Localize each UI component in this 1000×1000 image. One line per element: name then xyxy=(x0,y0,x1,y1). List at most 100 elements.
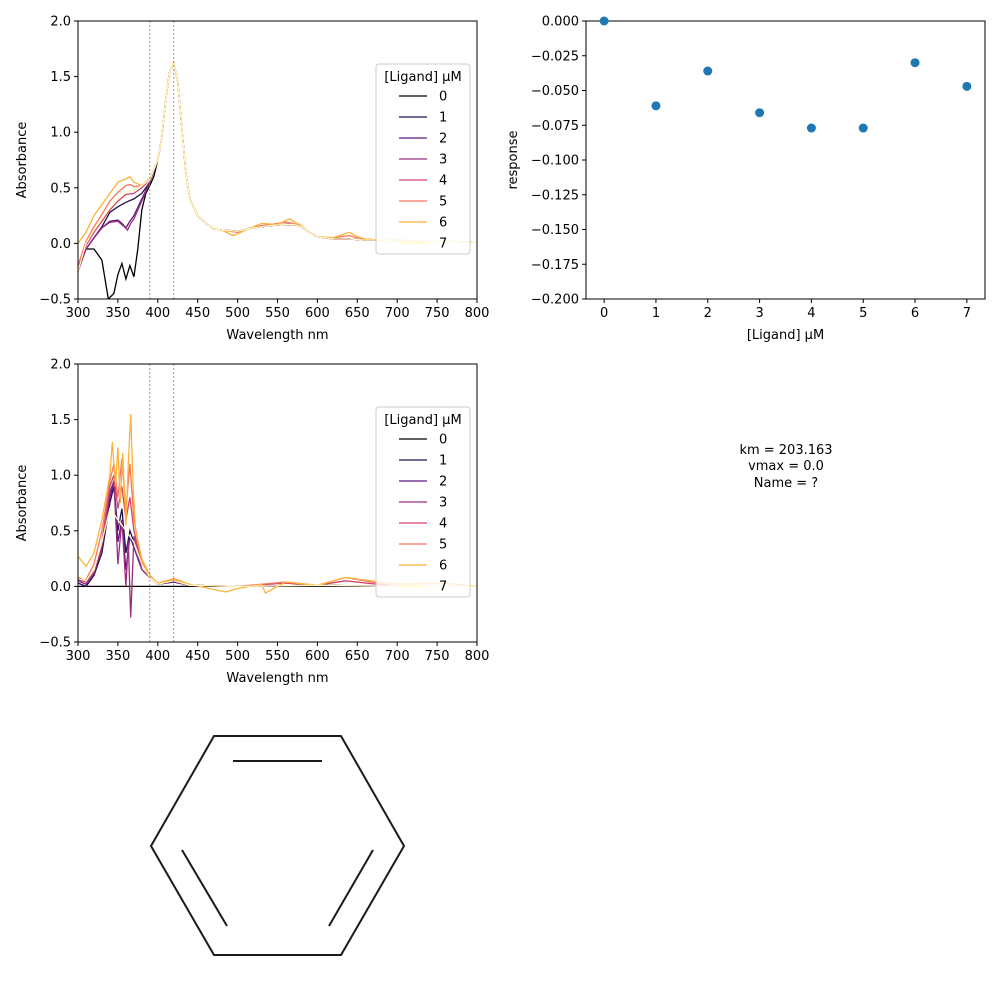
x-tick-label: 650 xyxy=(345,649,370,664)
series-lines xyxy=(78,59,477,299)
y-axis-label: Absorbance xyxy=(15,122,30,199)
x-tick-label: 700 xyxy=(385,306,410,321)
data-point xyxy=(599,16,609,26)
x-tick-label: 650 xyxy=(345,306,370,321)
spectra-plot-top: 300 350 400 450 500 550 600 650 700 750 800−0.50.0… xyxy=(15,15,489,344)
legend-label-6: 6 xyxy=(439,216,447,231)
data-point xyxy=(755,108,765,118)
x-tick-label: 500 xyxy=(225,649,250,664)
legend-title: [Ligand] µM xyxy=(384,70,461,85)
y-tick-label: −0.125 xyxy=(531,188,579,203)
axes-frame xyxy=(77,20,478,300)
x-tick-label: 700 xyxy=(385,649,410,664)
x-tick-label: 4 xyxy=(807,306,815,321)
data-point xyxy=(910,58,920,68)
y-tick-label: −0.5 xyxy=(39,636,71,651)
y-tick-label: −0.050 xyxy=(531,84,579,99)
x-tick-label: 400 xyxy=(145,649,170,664)
series-7-line xyxy=(78,507,477,588)
vmax-value: vmax = 0.0 xyxy=(748,459,824,474)
legend-label-6: 6 xyxy=(439,559,447,574)
y-axis-label: Absorbance xyxy=(15,465,30,542)
x-tick-label: 300 xyxy=(66,306,91,321)
x-axis-label: [Ligand] µM xyxy=(747,328,824,343)
response-scatter-plot: 0 1 2 3 4 5 6 7 0.000 −0.025 −0.050 −0.075 −0.100 −0.… xyxy=(506,15,986,343)
legend-label-1: 1 xyxy=(439,454,447,469)
y-tick-label: −0.025 xyxy=(531,49,579,64)
legend-label-5: 5 xyxy=(439,195,447,210)
x-tick-label: 800 xyxy=(465,306,490,321)
legend-label-4: 4 xyxy=(439,517,447,532)
y-tick-label: −0.5 xyxy=(39,293,71,308)
y-tick-label: −0.200 xyxy=(531,293,579,308)
y-tick-label: 1.5 xyxy=(50,413,71,428)
difference-spectra-plot: 300 350 400 450 500 550 600 650 700 750 800−0.50.0… xyxy=(15,358,489,687)
legend-label-3: 3 xyxy=(439,153,447,168)
data-point xyxy=(651,101,661,111)
x-tick-label: 5 xyxy=(859,306,867,321)
legend-label-7: 7 xyxy=(439,580,447,595)
x-tick-label: 350 xyxy=(105,306,130,321)
legend-label-1: 1 xyxy=(439,111,447,126)
y-tick-label: −0.100 xyxy=(531,154,579,169)
legend-label-4: 4 xyxy=(439,174,447,189)
legend-label-7: 7 xyxy=(439,237,447,252)
x-tick-label: 6 xyxy=(911,306,919,321)
x-axis-label: Wavelength nm xyxy=(226,671,328,686)
benzene-structure xyxy=(149,735,406,956)
x-tick-label: 350 xyxy=(105,649,130,664)
x-tick-label: 600 xyxy=(305,649,330,664)
x-tick-label: 2 xyxy=(704,306,712,321)
axes-frame xyxy=(77,363,478,643)
y-tick-label: 0.0 xyxy=(50,237,71,252)
legend: [Ligand] µM 0 1 2 3 4 5 6 7 xyxy=(375,406,471,598)
legend: [Ligand] µM 0 1 2 3 4 5 6 7 xyxy=(375,63,471,255)
benzene-ring xyxy=(149,735,406,956)
name-value: Name = ? xyxy=(754,476,818,491)
series-7-line xyxy=(78,61,477,272)
y-tick-label: 0.0 xyxy=(50,580,71,595)
x-tick-label: 0 xyxy=(600,306,608,321)
legend-label-0: 0 xyxy=(439,90,447,105)
x-tick-label: 300 xyxy=(66,649,91,664)
legend-label-5: 5 xyxy=(439,538,447,553)
x-tick-label: 450 xyxy=(185,306,210,321)
double-bond-right xyxy=(328,849,374,927)
legend-label-2: 2 xyxy=(439,475,447,490)
x-tick-label: 800 xyxy=(465,649,490,664)
y-tick-label: 1.5 xyxy=(50,70,71,85)
legend-title: [Ligand] µM xyxy=(384,413,461,428)
x-tick-label: 7 xyxy=(963,306,971,321)
y-tick-label: 0.000 xyxy=(542,15,579,30)
double-bond-left xyxy=(181,849,228,927)
y-tick-label: −0.175 xyxy=(531,258,579,273)
y-axis-label: response xyxy=(506,130,521,189)
y-tick-label: −0.075 xyxy=(531,119,579,134)
x-tick-label: 750 xyxy=(425,649,450,664)
axes-frame xyxy=(585,20,986,300)
y-tick-label: 2.0 xyxy=(50,358,71,373)
x-tick-label: 550 xyxy=(265,306,290,321)
legend-label-3: 3 xyxy=(439,496,447,511)
legend-label-0: 0 xyxy=(439,433,447,448)
x-tick-label: 550 xyxy=(265,649,290,664)
x-axis-label: Wavelength nm xyxy=(226,328,328,343)
data-point xyxy=(858,123,868,133)
y-tick-label: 0.5 xyxy=(50,524,71,539)
km-value: km = 203.163 xyxy=(739,443,832,458)
y-tick-label: 1.0 xyxy=(50,126,71,141)
data-point xyxy=(703,66,713,76)
x-tick-label: 750 xyxy=(425,306,450,321)
y-tick-label: 1.0 xyxy=(50,469,71,484)
x-tick-label: 1 xyxy=(652,306,660,321)
y-tick-label: −0.150 xyxy=(531,223,579,238)
x-tick-label: 600 xyxy=(305,306,330,321)
x-tick-label: 400 xyxy=(145,306,170,321)
series-6-line xyxy=(78,413,477,595)
y-tick-label: 0.5 xyxy=(50,181,71,196)
x-tick-label: 450 xyxy=(185,649,210,664)
fit-parameters: km = 203.163 vmax = 0.0 Name = ? xyxy=(739,443,832,491)
data-point xyxy=(962,81,972,91)
data-point xyxy=(806,123,816,133)
